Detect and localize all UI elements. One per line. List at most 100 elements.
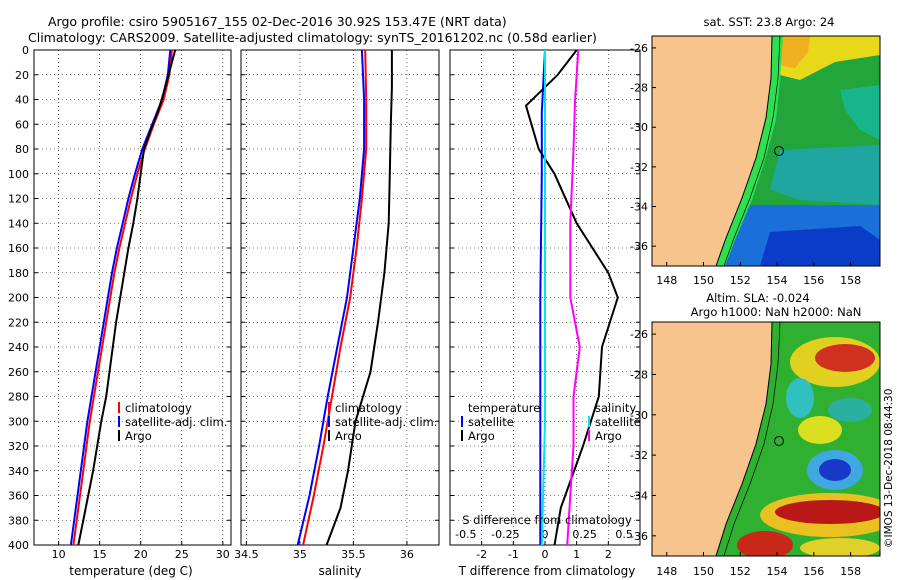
x-tick-label: 10: [52, 548, 66, 561]
legend-climatology: climatology: [125, 401, 192, 415]
x-tick-label: 1: [573, 548, 580, 561]
sla-anomaly-cyan-1: [786, 378, 814, 418]
lat-tick-label: -36: [630, 530, 648, 543]
land: [652, 36, 772, 266]
salinity-series: [296, 49, 393, 546]
series-satellite-adj-clim-: [296, 49, 366, 546]
lon-tick-label: 154: [767, 274, 788, 287]
series-argo: [325, 50, 393, 546]
legend-header-salinity: salinity: [595, 401, 636, 415]
salinity-axis-label: salinity: [318, 564, 361, 578]
x-tick-label: 25: [175, 548, 189, 561]
y-tick-label: 60: [15, 118, 29, 131]
temperature-tick-labels: 10 15 20 25 30: [52, 548, 230, 561]
difference-legend: temperature salinity satellite Argo sate…: [461, 401, 641, 443]
sst-map-title: sat. SST: 23.8 Argo: 24: [704, 15, 835, 29]
series-s-argo: [566, 49, 581, 546]
s-tick-label: 0: [542, 528, 549, 541]
lat-tick-label: -32: [630, 161, 648, 174]
s-difference-tick-labels: -0.5 -0.25 0 0.25 0.5: [455, 528, 633, 541]
sla-map-frame: [651, 321, 881, 557]
t-difference-axis-label: T difference from climatology: [458, 564, 636, 578]
lon-tick-label: 152: [730, 274, 751, 287]
x-tick-label: 35: [293, 548, 307, 561]
y-tick-label: 360: [8, 490, 29, 503]
difference-panel: -2 -1 0 1 2 -0.5 -0.25 0 0.25 0.5 temperature sa…: [449, 49, 641, 578]
y-tick-label: 220: [8, 316, 29, 329]
sst-map-frame: [651, 35, 881, 267]
sst-warm-core: [780, 36, 810, 68]
s-tick-label: 0.25: [572, 528, 597, 541]
temperature-plot-frame: [33, 49, 232, 546]
lon-tick-label: 148: [656, 274, 677, 287]
x-tick-label: 15: [93, 548, 107, 561]
y-tick-label: 120: [8, 193, 29, 206]
lat-tick-label: -34: [630, 489, 648, 502]
argo-float-marker: [774, 146, 784, 156]
coastline: [715, 36, 773, 266]
legend-argo: Argo: [125, 429, 152, 443]
temperature-axis-label: temperature (deg C): [69, 564, 192, 578]
legend-satellite-adj: satellite-adj. clim.: [335, 415, 437, 429]
s-tick-label: -0.25: [491, 528, 519, 541]
x-tick-label: 20: [134, 548, 148, 561]
argo-float-marker: [774, 436, 784, 446]
isobath-contour: [723, 36, 781, 266]
sla-map-ticks: 148 150 152 154 156 158 -26 -28 -30 -32 -34 -36: [630, 328, 861, 578]
sla-anomaly-blue-core: [819, 459, 851, 481]
lat-tick-label: -26: [630, 328, 648, 341]
lat-tick-label: -28: [630, 82, 648, 95]
x-tick-label: 0: [542, 548, 549, 561]
sla-map-title-line2: Argo h1000: NaN h2000: NaN: [691, 305, 862, 319]
lon-tick-label: 148: [656, 565, 677, 578]
salinity-legend: climatology satellite-adj. clim. Argo: [328, 401, 437, 443]
lon-tick-label: 154: [767, 565, 788, 578]
lon-tick-label: 156: [803, 565, 824, 578]
y-tick-label: 20: [15, 69, 29, 82]
sla-anomaly-yellow-4: [800, 538, 880, 556]
y-tick-label: 180: [8, 267, 29, 280]
s-tick-label: -0.5: [455, 528, 476, 541]
difference-series: [525, 49, 619, 546]
sla-map-title-line1: Altim. SLA: -0.024: [706, 291, 810, 305]
salinity-grid: [241, 49, 439, 546]
sla-anomaly-red-1: [815, 344, 875, 372]
legend-t-satellite: satellite: [468, 415, 514, 429]
y-tick-label: 80: [15, 143, 29, 156]
lon-tick-label: 158: [840, 565, 861, 578]
temperature-series: [69, 49, 177, 546]
sla-map: Altim. SLA: -0.024 Argo h1000: NaN h2000…: [630, 291, 881, 578]
x-tick-label: 36: [400, 548, 414, 561]
lat-tick-label: -28: [630, 368, 648, 381]
lon-tick-label: 158: [840, 274, 861, 287]
figure-title-line2: Climatology: CARS2009. Satellite-adjuste…: [28, 30, 597, 45]
x-tick-label: -2: [476, 548, 487, 561]
x-tick-label: -1: [508, 548, 519, 561]
x-tick-label: 2: [605, 548, 612, 561]
sla-anomaly-red-3: [737, 531, 793, 556]
y-tick-label: 40: [15, 94, 29, 107]
x-tick-label: 34.5: [234, 548, 259, 561]
sst-cyan-south: [770, 145, 880, 205]
lat-tick-label: -34: [630, 201, 648, 214]
salinity-panel: 34.5 35 35.5 36 climatology satellite-adj. …: [234, 49, 440, 578]
s-difference-axis-label: S difference from climatology: [462, 513, 632, 527]
lon-tick-label: 156: [803, 274, 824, 287]
lat-tick-label: -30: [630, 121, 648, 134]
y-tick-label: 160: [8, 242, 29, 255]
sst-cyan-band: [840, 85, 880, 140]
s-tick-label: 0.5: [615, 528, 633, 541]
x-tick-label: 30: [216, 548, 230, 561]
y-tick-label: 320: [8, 440, 29, 453]
series-t-argo: [525, 49, 619, 546]
y-tick-label: 400: [8, 539, 29, 552]
lat-tick-label: -26: [630, 42, 648, 55]
y-tick-label: 0: [22, 44, 29, 57]
legend-s-argo: Argo: [595, 429, 622, 443]
depth-tick-labels: 0 20 40 60 80 100 120 140 160 180 200 220 240 260 280 3…: [8, 44, 29, 552]
y-tick-label: 200: [8, 292, 29, 305]
figure-title-line1: Argo profile: csiro 5905167_155 02-Dec-2…: [48, 14, 507, 29]
temperature-grid: [34, 49, 231, 546]
legend-header-temperature: temperature: [468, 401, 540, 415]
